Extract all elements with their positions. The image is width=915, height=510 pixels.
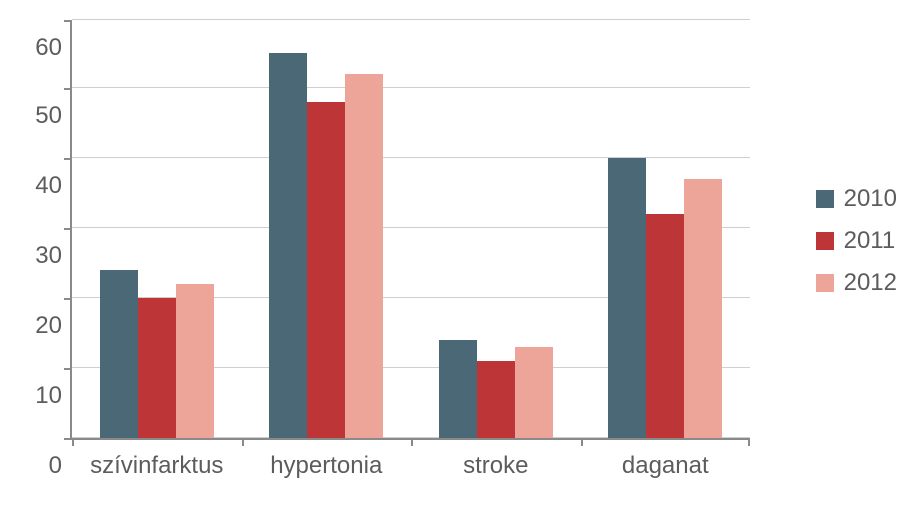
- group-hypertonia: hypertonia: [242, 53, 412, 438]
- x-tick-mark: [581, 438, 583, 446]
- y-tick-mark: [64, 88, 72, 90]
- group-stroke: stroke: [411, 340, 581, 438]
- y-tick-label: 20: [35, 312, 62, 340]
- legend-swatch: [816, 190, 834, 208]
- y-tick-label: 0: [49, 452, 62, 480]
- y-tick-mark: [64, 20, 72, 22]
- bar-2011: [477, 361, 515, 438]
- x-label: daganat: [622, 452, 709, 480]
- bar-2012: [684, 179, 722, 438]
- y-tick-label: 40: [35, 172, 62, 200]
- y-tick-mark: [64, 158, 72, 160]
- y-tick-label: 30: [35, 242, 62, 270]
- x-tick-mark: [72, 438, 74, 446]
- y-tick-label: 60: [35, 34, 62, 62]
- bar-2010: [100, 270, 138, 438]
- group-szivinfarktus: szívinfarktus: [72, 270, 242, 438]
- x-tick-mark: [411, 438, 413, 446]
- bar-2010: [608, 158, 646, 438]
- x-label: szívinfarktus: [90, 452, 223, 480]
- y-tick-mark: [64, 368, 72, 370]
- group-daganat: daganat: [581, 158, 751, 438]
- legend-label: 2011: [844, 227, 896, 255]
- y-tick-mark: [64, 298, 72, 300]
- y-tick-label: 10: [35, 382, 62, 410]
- x-tick-mark: [242, 438, 244, 446]
- bar-groups: szívinfarktus hypertonia stroke daganat: [72, 20, 750, 438]
- legend-item-2011: 2011: [816, 227, 897, 255]
- bar-2011: [646, 214, 684, 438]
- x-label: stroke: [463, 452, 528, 480]
- bar-2012: [176, 284, 214, 438]
- legend-label: 2010: [844, 185, 897, 213]
- bar-chart: 0 10 20 30 40 50 60: [0, 0, 915, 510]
- bar-2012: [515, 347, 553, 438]
- legend-item-2012: 2012: [816, 269, 897, 297]
- bar-2010: [269, 53, 307, 438]
- y-tick-mark: [64, 228, 72, 230]
- legend-label: 2012: [844, 269, 897, 297]
- legend: 2010 2011 2012: [816, 185, 897, 297]
- plot-area: 0 10 20 30 40 50 60: [70, 20, 750, 440]
- y-tick-mark: [64, 438, 72, 440]
- bar-2011: [138, 298, 176, 438]
- x-tick-mark: [748, 438, 750, 446]
- bar-2012: [345, 74, 383, 438]
- y-tick-label: 50: [35, 102, 62, 130]
- x-label: hypertonia: [270, 452, 382, 480]
- bar-2010: [439, 340, 477, 438]
- legend-item-2010: 2010: [816, 185, 897, 213]
- bar-2011: [307, 102, 345, 438]
- legend-swatch: [816, 274, 834, 292]
- legend-swatch: [816, 232, 834, 250]
